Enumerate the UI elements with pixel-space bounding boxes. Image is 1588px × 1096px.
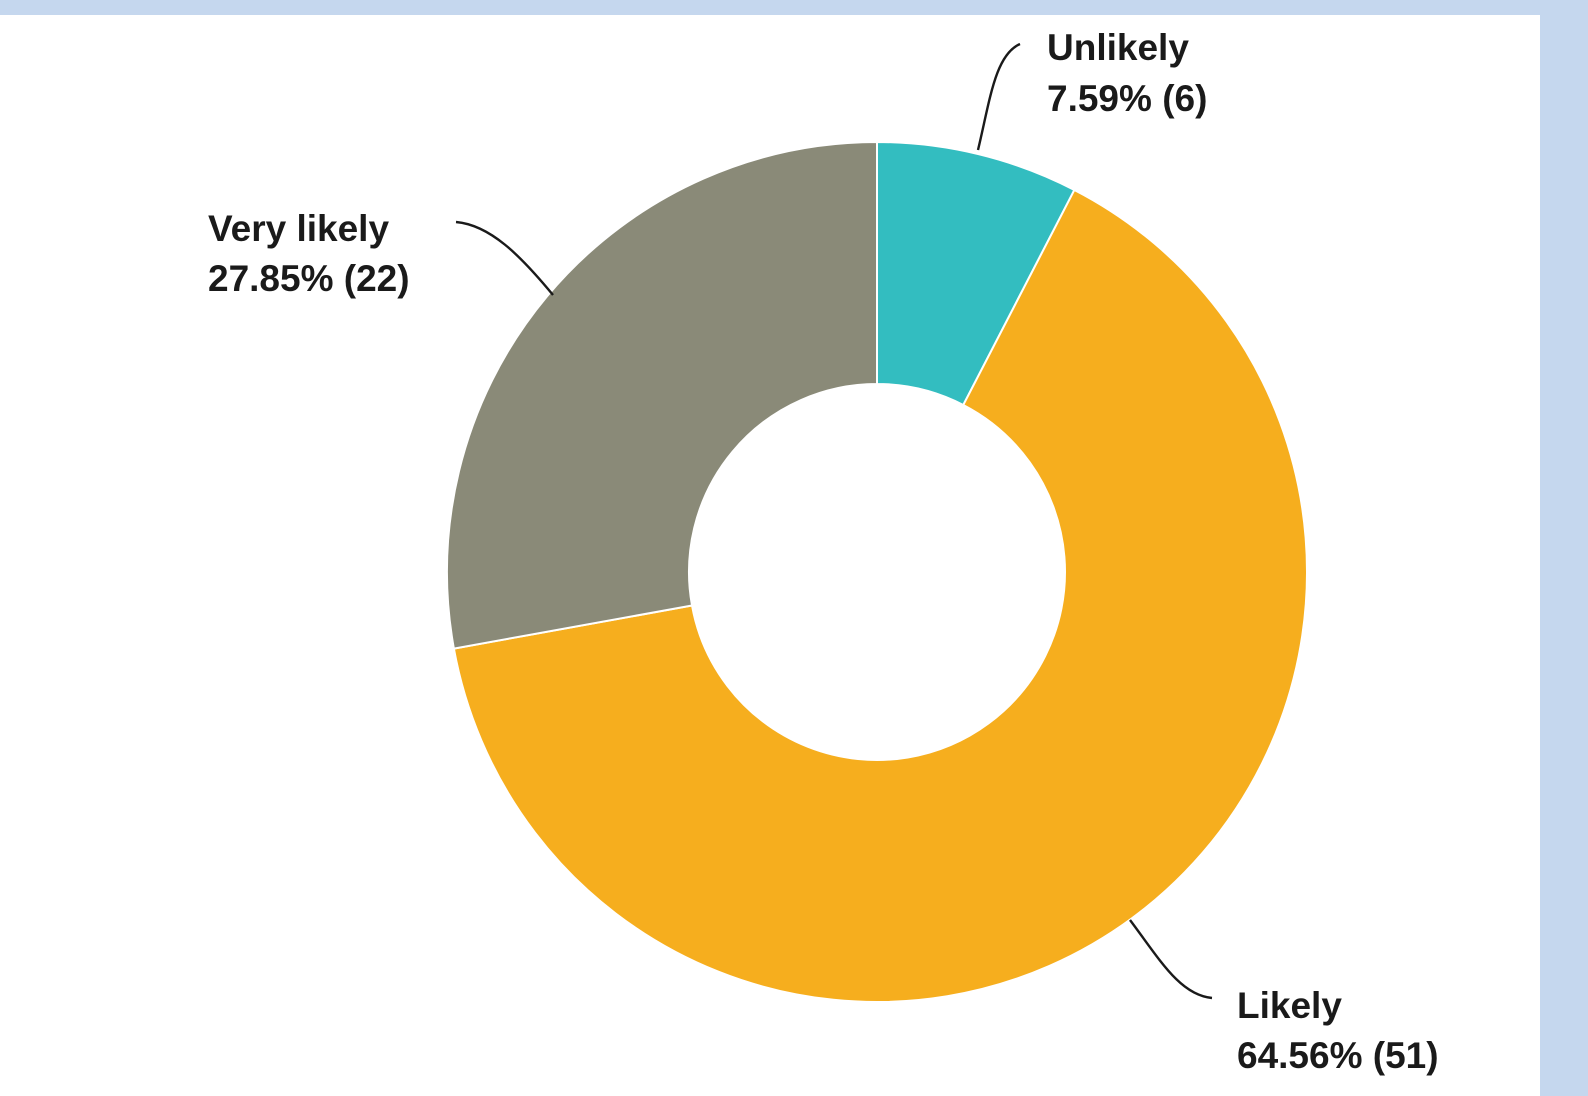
leader-line-unlikely (976, 42, 1021, 151)
slice-very-likely (446, 140, 878, 650)
slice-likely (452, 188, 1308, 1003)
slice-value-likely: 64.56% (51) (1237, 1035, 1439, 1076)
slice-label-very-likely: Very likely (208, 208, 389, 249)
slice-label-unlikely: Unlikely (1047, 27, 1189, 68)
leader-line-very-likely (455, 220, 554, 296)
slice-value-unlikely: 7.59% (6) (1047, 78, 1207, 119)
slice-label-likely: Likely (1237, 985, 1342, 1026)
slice-value-very-likely: 27.85% (22) (208, 258, 410, 299)
leader-line-likely (1129, 919, 1213, 1000)
